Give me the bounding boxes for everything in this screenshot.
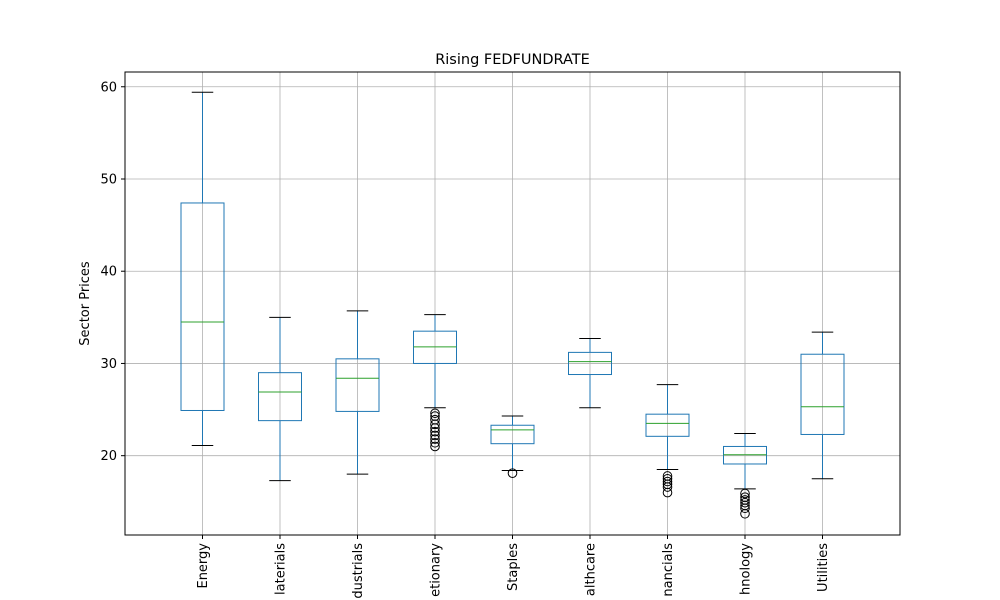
chart-title: Rising FEDFUNDRATE — [435, 52, 590, 68]
box-iqr — [568, 351, 612, 376]
y-tick-label: 40 — [100, 265, 117, 280]
grid-lines — [125, 72, 900, 535]
y-tick-label: 60 — [100, 80, 117, 95]
boxes — [180, 91, 845, 519]
x-tick-label: althcare — [584, 543, 599, 596]
box-iqr — [645, 413, 690, 437]
x-tick-label: hnology — [739, 543, 754, 595]
outlier-point — [430, 434, 440, 444]
outlier-point — [662, 487, 673, 498]
y-axis-ticks: 20 30 40 50 60 — [100, 80, 125, 464]
box-iqr — [180, 202, 225, 411]
x-axis-ticks: Energy laterials dustrials etionary Staples a… — [196, 535, 831, 599]
outlier-point — [430, 441, 440, 452]
outlier-point — [430, 408, 440, 419]
x-tick-label: Staples — [506, 543, 521, 591]
y-tick-label: 20 — [100, 449, 117, 464]
outlier-point — [430, 423, 440, 433]
x-tick-label: etionary — [429, 543, 444, 597]
outlier-point — [430, 437, 440, 448]
box-iqr — [258, 372, 302, 422]
outlier-point — [430, 430, 440, 441]
outlier-point — [740, 488, 750, 499]
y-tick-label: 50 — [100, 172, 117, 187]
outlier-point — [740, 497, 750, 508]
x-tick-label: Utilities — [816, 543, 831, 592]
outlier-point — [507, 468, 518, 479]
x-tick-label: nancials — [661, 543, 676, 597]
x-tick-label: dustrials — [351, 543, 366, 599]
outlier-point — [430, 419, 440, 430]
outlier-point — [740, 508, 750, 519]
outlier-point — [740, 503, 750, 514]
y-tick-label: 30 — [100, 357, 117, 372]
outlier-point — [662, 476, 673, 487]
x-tick-label: Energy — [196, 543, 211, 589]
outlier-point — [430, 426, 440, 437]
box-iqr — [335, 358, 380, 412]
outlier-point — [662, 482, 673, 492]
box-iqr — [490, 424, 535, 445]
y-axis-label: Sector Prices — [78, 261, 93, 346]
box-iqr — [800, 353, 845, 435]
x-tick-label: laterials — [274, 543, 289, 595]
